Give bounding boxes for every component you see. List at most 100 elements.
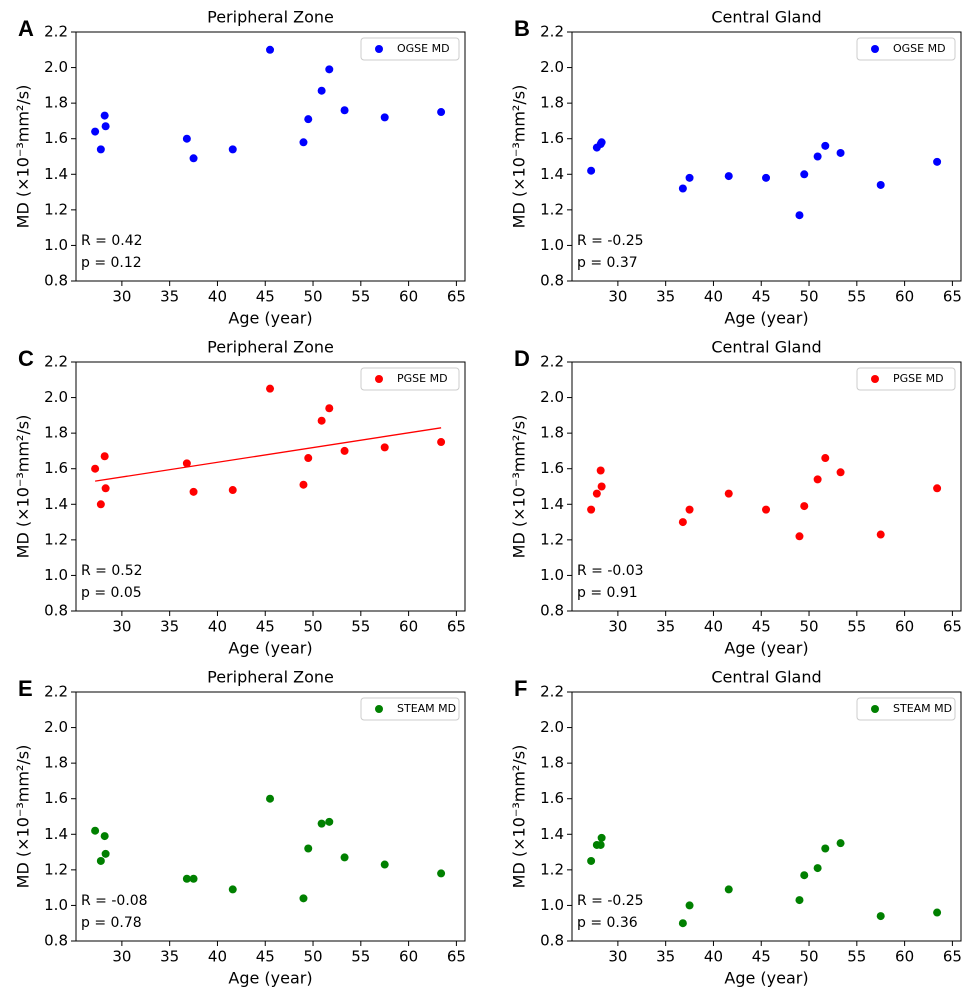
point: [876, 912, 885, 921]
panel-label: F: [514, 676, 527, 701]
point: [340, 853, 349, 862]
legend-label: PGSE MD: [893, 372, 944, 385]
legend-marker: [871, 375, 879, 383]
x-tick-label: 40: [208, 288, 227, 306]
point: [299, 480, 308, 489]
point: [592, 489, 601, 498]
x-axis-label: Age (year): [724, 639, 808, 658]
x-tick-label: 60: [895, 288, 914, 306]
legend-box: [856, 697, 956, 721]
y-axis-label: MD (×10⁻³mm²/s): [14, 85, 33, 229]
point: [182, 874, 191, 883]
point: [933, 908, 942, 917]
point: [685, 173, 694, 182]
x-tick-label: 50: [303, 288, 322, 306]
panel: C Peripheral Zone 30 35 40 45 50 55 60 65 0.8 1.0 1.…: [14, 338, 466, 658]
panel-title: Peripheral Zone: [207, 668, 334, 687]
y-tick-label: 2.0: [44, 388, 68, 406]
y-tick-label: 1.2: [44, 530, 68, 548]
x-tick-label: 50: [303, 618, 322, 636]
x-tick-label: 65: [943, 288, 962, 306]
point: [228, 885, 237, 894]
y-tick-label: 1.0: [44, 896, 68, 914]
y-tick-label: 0.8: [44, 272, 68, 290]
point: [266, 794, 275, 803]
x-tick-label: 50: [799, 948, 818, 966]
panel-label: E: [18, 676, 33, 701]
point: [800, 871, 809, 880]
point: [596, 840, 605, 849]
x-tick-label: 55: [351, 618, 370, 636]
point: [596, 466, 605, 475]
y-tick-label: 1.4: [44, 495, 68, 513]
y-tick-label: 0.8: [44, 932, 68, 950]
x-tick-label: 50: [799, 618, 818, 636]
stat-annotation: R = -0.25: [577, 233, 644, 249]
x-tick-label: 55: [847, 288, 866, 306]
x-axis-label: Age (year): [228, 309, 312, 328]
point: [876, 180, 885, 189]
x-tick-label: 65: [447, 288, 466, 306]
y-axis-label: MD (×10⁻³mm²/s): [510, 85, 529, 229]
point: [724, 885, 733, 894]
point: [299, 894, 308, 903]
y-tick-label: 1.6: [540, 459, 564, 477]
legend-marker: [375, 375, 383, 383]
y-tick-label: 2.2: [44, 683, 68, 701]
x-tick-label: 30: [112, 288, 131, 306]
y-tick-label: 1.0: [540, 566, 564, 584]
y-tick-label: 1.6: [540, 789, 564, 807]
point: [821, 141, 830, 150]
stat-annotation: p = 0.12: [81, 255, 142, 271]
point: [266, 45, 275, 54]
point: [380, 860, 389, 869]
plot-frame: [75, 31, 466, 282]
panel-title: Peripheral Zone: [207, 8, 334, 27]
point: [821, 454, 830, 463]
x-tick-label: 35: [160, 618, 179, 636]
plot-frame: [571, 691, 962, 942]
point: [762, 505, 771, 514]
panel-label: A: [18, 16, 34, 41]
point: [724, 489, 733, 498]
point: [678, 919, 687, 928]
x-tick-label: 45: [256, 948, 275, 966]
panel-label: C: [18, 346, 34, 371]
x-tick-label: 35: [656, 948, 675, 966]
point: [182, 459, 191, 468]
point: [228, 486, 237, 495]
y-tick-label: 1.4: [540, 495, 564, 513]
point: [437, 108, 446, 117]
point: [685, 505, 694, 514]
point: [325, 817, 334, 826]
x-tick-label: 65: [447, 618, 466, 636]
point: [836, 148, 845, 157]
point: [795, 532, 804, 541]
legend-box: [856, 367, 956, 391]
y-tick-label: 1.6: [44, 459, 68, 477]
x-axis-label: Age (year): [228, 969, 312, 988]
point: [587, 166, 596, 175]
x-tick-label: 35: [656, 618, 675, 636]
point: [91, 826, 100, 835]
y-tick-label: 1.4: [44, 825, 68, 843]
y-axis-label: MD (×10⁻³mm²/s): [510, 415, 529, 559]
point: [96, 145, 105, 154]
point: [587, 505, 596, 514]
x-tick-label: 30: [608, 948, 627, 966]
x-tick-label: 60: [399, 948, 418, 966]
y-tick-label: 2.0: [540, 58, 564, 76]
point: [317, 416, 326, 425]
point: [795, 211, 804, 220]
panel-title: Central Gland: [711, 668, 821, 687]
point: [189, 154, 198, 163]
point: [101, 122, 110, 131]
x-tick-label: 60: [895, 618, 914, 636]
panel-label: D: [514, 346, 530, 371]
x-tick-label: 65: [943, 618, 962, 636]
y-tick-label: 1.0: [44, 236, 68, 254]
x-tick-label: 65: [447, 948, 466, 966]
point: [100, 832, 109, 841]
point: [597, 482, 606, 491]
stat-annotation: R = 0.42: [81, 233, 143, 249]
